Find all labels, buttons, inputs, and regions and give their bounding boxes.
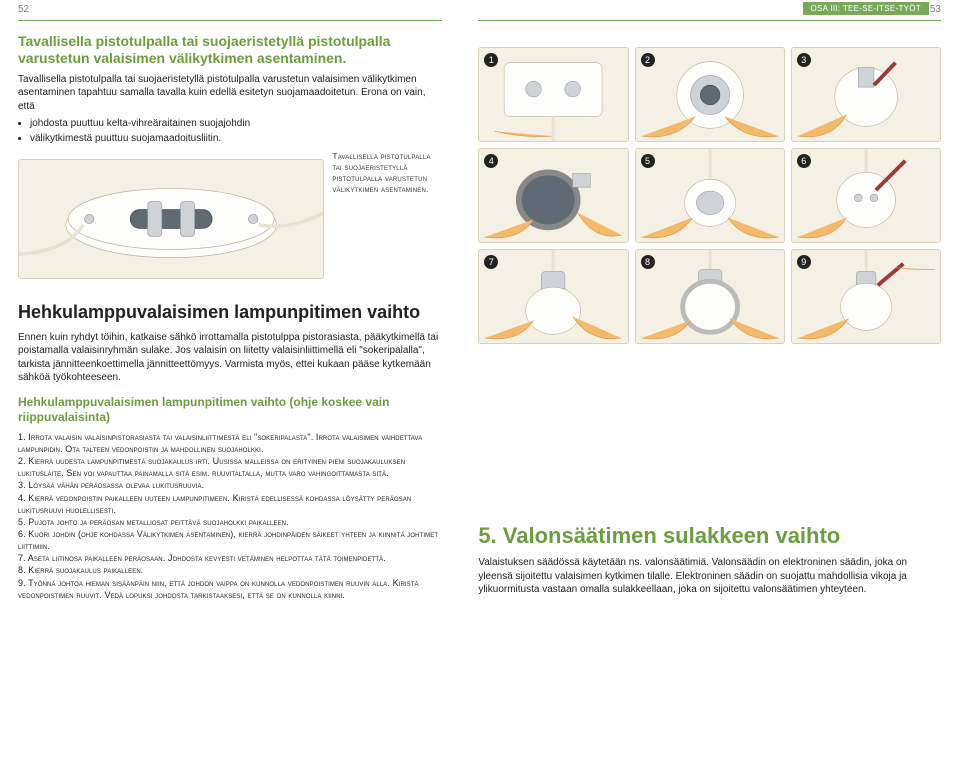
step-badge-9: 9 — [797, 255, 811, 269]
step-7: 7. Aseta liitinosa paikalleen peräosaan.… — [18, 552, 442, 564]
step-3: 3. Löysää vähän peräosassa olevaa lukitu… — [18, 479, 442, 491]
step-badge-6: 6 — [797, 154, 811, 168]
step-9: 9. Työnnä johtoa hieman sisäänpäin niin,… — [18, 577, 442, 601]
page-right: OSA III: TEE-SE-ITSE-TYÖT 53 1 2 — [460, 0, 959, 753]
step-illus-4: 4 — [478, 148, 628, 243]
step-8: 8. Kierrä suojakaulus paikalleen. — [18, 564, 442, 576]
rule-top-right — [478, 20, 941, 21]
body-dimmer-fuse: Valaistuksen säädössä käytetään ns. valo… — [478, 556, 941, 597]
rule-top-left — [18, 20, 442, 21]
body-switch-install: Tavallisella pistotulpalla tai suojaeris… — [18, 73, 442, 114]
step-illus-8: 8 — [635, 249, 785, 344]
step-badge-5: 5 — [641, 154, 655, 168]
step-illus-3: 3 — [791, 47, 941, 142]
step-illus-9: 9 — [791, 249, 941, 344]
illustration-caption: Tavallisella pistotulpalla tai suojaeris… — [332, 151, 442, 195]
page-left: 52 Tavallisella pistotulpalla tai suojae… — [0, 0, 460, 753]
bullet-list: johdosta puuttuu kelta-vihreäraitainen s… — [30, 117, 442, 145]
step-illus-1: 1 — [478, 47, 628, 142]
step-2: 2. Kierrä uudesta lampunpitimestä suojak… — [18, 455, 442, 479]
step-illus-2: 2 — [635, 47, 785, 142]
body-lampholder-intro: Ennen kuin ryhdyt töihin, katkaise sähkö… — [18, 331, 442, 385]
heading-lampholder: Hehkulamppuvalaisimen lampunpitimen vaih… — [18, 303, 442, 323]
bullet-1: johdosta puuttuu kelta-vihreäraitainen s… — [30, 117, 442, 131]
step-badge-8: 8 — [641, 255, 655, 269]
heading-dimmer-fuse: 5. Valonsäätimen sulakkeen vaihto — [478, 524, 941, 548]
heading-switch-install: Tavallisella pistotulpalla tai suojaeris… — [18, 33, 442, 67]
section-tag: OSA III: TEE-SE-ITSE-TYÖT — [803, 2, 929, 15]
page-number-right: 53 — [930, 4, 941, 15]
step-6: 6. Kuori johdin (ohje kohdassa Välikytki… — [18, 528, 442, 552]
step-illustration-grid: 1 2 3 — [478, 47, 941, 344]
bullet-2: välikytkimestä puuttuu suojamaadoituslii… — [30, 132, 442, 146]
step-illus-7: 7 — [478, 249, 628, 344]
step-illus-6: 6 — [791, 148, 941, 243]
illustration-inline-switch — [18, 159, 324, 279]
step-badge-2: 2 — [641, 53, 655, 67]
step-4: 4. Kierrä vedonpoistin paikalleen uuteen… — [18, 492, 442, 516]
subheading-lampholder-steps: Hehkulamppuvalaisimen lampunpitimen vaih… — [18, 395, 442, 425]
step-1: 1. Irrota valaisin valaisinpistorasiasta… — [18, 431, 442, 455]
step-5: 5. Pujota johto ja peräosan metalliosat … — [18, 516, 442, 528]
steps-list: 1. Irrota valaisin valaisinpistorasiasta… — [18, 431, 442, 601]
step-illus-5: 5 — [635, 148, 785, 243]
page-number-left: 52 — [18, 4, 29, 15]
step-badge-3: 3 — [797, 53, 811, 67]
